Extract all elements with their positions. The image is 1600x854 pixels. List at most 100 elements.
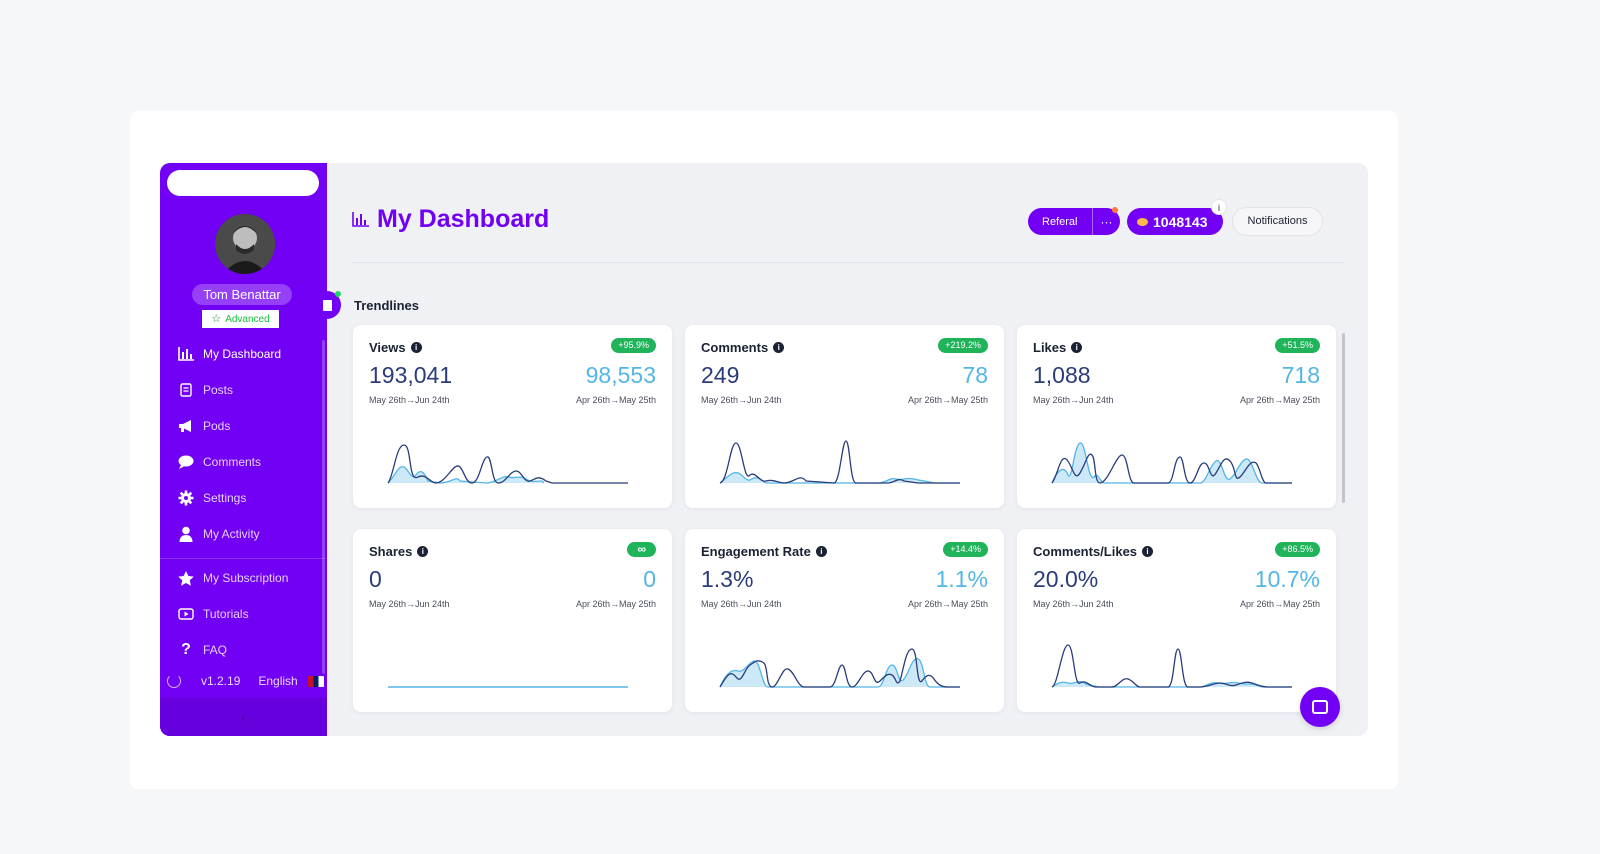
sidebar-item-my-subscription[interactable]: My Subscription — [177, 567, 288, 589]
metric-name: Engagement Rate i — [701, 544, 827, 559]
collapse-sidebar-button[interactable]: ‹ — [160, 698, 327, 736]
info-icon[interactable]: i — [1211, 199, 1227, 215]
sidebar-footer: v1.2.19 English — [167, 672, 325, 690]
plan-label: Advanced — [225, 314, 270, 325]
language-select[interactable]: English — [258, 674, 298, 688]
previous-value: 718 — [1281, 362, 1320, 388]
metric-card-likes[interactable]: Likes i +51.5% 1,088 718 May 26th→Jun 24t… — [1017, 325, 1336, 508]
previous-value: 10.7% — [1254, 566, 1320, 592]
question-icon: ? — [181, 641, 191, 658]
sidebar-item-comments[interactable]: Comments — [177, 451, 261, 473]
current-value: 1,088 — [1033, 362, 1091, 388]
refresh-icon[interactable] — [167, 674, 181, 688]
previous-range: Apr 26th→May 25th — [575, 395, 656, 405]
section-title: Trendlines — [354, 298, 420, 313]
sidebar-item-label: Pods — [203, 419, 231, 433]
sidebar-item-label: Comments — [203, 455, 262, 469]
metric-name: Shares i — [369, 544, 429, 559]
sparkline — [1051, 644, 1292, 688]
document-icon — [177, 381, 195, 399]
referral-indicator-dot — [1112, 207, 1118, 213]
current-value: 1.3% — [701, 566, 754, 592]
current-range: May 26th→Jun 24th — [1033, 395, 1114, 405]
metric-name: Likes i — [1033, 340, 1083, 355]
sidebar-item-label: My Subscription — [203, 571, 289, 585]
sidebar-item-my-activity[interactable]: My Activity — [177, 523, 260, 545]
previous-value: 1.1% — [935, 566, 988, 592]
sidebar-item-posts[interactable]: Posts — [177, 379, 233, 401]
metric-card-engagement-rate[interactable]: Engagement Rate i +14.4% 1.3% 1.1% May 26… — [685, 529, 1004, 712]
previous-range: Apr 26th→May 25th — [1239, 599, 1320, 609]
metric-card-shares[interactable]: Shares i ∞ 0 0 May 26th→Jun 24th Apr 26th… — [353, 529, 672, 712]
delta-badge: +51.5% — [1275, 338, 1320, 353]
user-name: Tom Benattar — [192, 284, 292, 305]
sidebar-item-label: Tutorials — [203, 607, 249, 621]
main-scrollbar[interactable] — [1342, 333, 1345, 503]
avatar[interactable] — [215, 214, 275, 274]
app-version: v1.2.19 — [201, 674, 241, 688]
chat-launcher-button[interactable] — [1300, 687, 1340, 727]
sidebar-item-settings[interactable]: Settings — [177, 487, 246, 509]
bar-chart-icon — [177, 345, 195, 363]
chat-icon — [1312, 700, 1328, 714]
metric-card-comments-likes[interactable]: Comments/Likes i +86.5% 20.0% 10.7% May 2… — [1017, 529, 1336, 712]
sparkline — [1051, 442, 1292, 484]
info-icon[interactable]: i — [773, 342, 785, 353]
sparkline — [719, 648, 960, 688]
delta-badge: +14.4% — [943, 542, 988, 557]
sparkline — [388, 686, 628, 688]
page-title-text: My Dashboard — [377, 205, 550, 233]
uk-flag-icon — [307, 675, 324, 687]
delta-badge: +95.9% — [611, 338, 656, 353]
delta-badge: ∞ — [627, 542, 656, 557]
star-outline-icon: ☆ — [211, 313, 222, 325]
metric-name: Comments i — [701, 340, 785, 355]
metric-name: Comments/Likes i — [1033, 544, 1154, 559]
referral-divider — [1092, 208, 1093, 235]
current-range: May 26th→Jun 24th — [1033, 599, 1114, 609]
document-icon — [322, 299, 332, 311]
page-title: My Dashboard — [352, 205, 549, 234]
star-icon — [177, 569, 195, 587]
previous-value: 98,553 — [585, 362, 656, 388]
current-value: 193,041 — [369, 362, 453, 388]
current-range: May 26th→Jun 24th — [369, 395, 450, 405]
previous-range: Apr 26th→May 25th — [575, 599, 656, 609]
info-icon[interactable]: i — [410, 342, 422, 353]
info-icon[interactable]: i — [1142, 546, 1154, 557]
gear-icon — [177, 489, 195, 507]
chevron-left-icon: ‹ — [241, 709, 246, 725]
sidebar-item-label: My Activity — [203, 527, 260, 541]
sidebar-item-pods[interactable]: Pods — [177, 415, 230, 437]
megaphone-icon — [177, 417, 195, 435]
main-content: My Dashboard Referal ··· 1048143 i Notif… — [327, 163, 1368, 736]
plan-badge: ☆ Advanced — [202, 310, 279, 328]
info-icon[interactable]: i — [815, 546, 827, 557]
coin-icon — [1137, 217, 1148, 226]
sparkline — [719, 440, 960, 484]
sidebar-scrollbar[interactable] — [322, 340, 325, 674]
sidebar-item-tutorials[interactable]: Tutorials — [177, 603, 249, 625]
previous-value: 0 — [643, 566, 656, 592]
sidebar-item-faq[interactable]: ? FAQ — [177, 639, 227, 661]
bar-chart-icon — [352, 205, 369, 234]
sidebar-item-my-dashboard[interactable]: My Dashboard — [177, 343, 281, 365]
current-value: 20.0% — [1033, 566, 1099, 592]
delta-badge: +86.5% — [1275, 542, 1320, 557]
sidebar-search-input[interactable] — [167, 170, 319, 196]
delta-badge: +219.2% — [938, 338, 988, 353]
metric-card-comments[interactable]: Comments i +219.2% 249 78 May 26th→Jun 24… — [685, 325, 1004, 508]
current-value: 0 — [369, 566, 382, 592]
info-icon[interactable]: i — [1071, 342, 1083, 353]
more-options-icon[interactable]: ··· — [1100, 214, 1113, 229]
notifications-button[interactable]: Notifications — [1232, 207, 1323, 236]
previous-range: Apr 26th→May 25th — [1239, 395, 1320, 405]
person-icon — [177, 525, 195, 543]
referral-button[interactable]: Referal ··· — [1028, 207, 1120, 235]
metric-card-views[interactable]: Views i +95.9% 193,041 98,553 May 26th→Ju… — [353, 325, 672, 508]
info-icon[interactable]: i — [417, 546, 429, 557]
coins-balance: 1048143 — [1153, 213, 1208, 230]
previous-range: Apr 26th→May 25th — [907, 599, 988, 609]
coins-balance-button[interactable]: 1048143 i — [1127, 199, 1227, 235]
posts-shortcut-button[interactable] — [313, 291, 341, 319]
